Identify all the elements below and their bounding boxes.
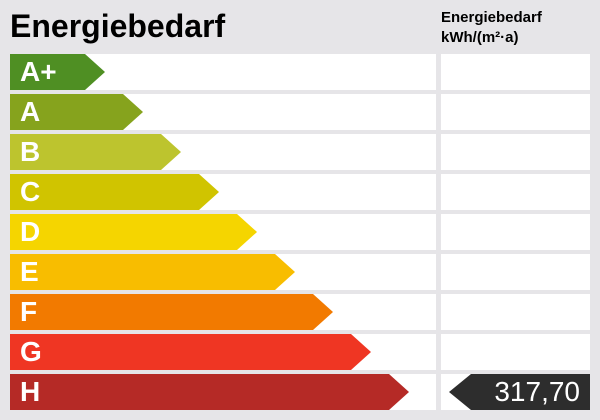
value-cell	[441, 294, 590, 330]
energy-scale: A+ A B C D E	[10, 54, 590, 414]
energy-class-label: A	[20, 96, 41, 127]
value-cell	[441, 134, 590, 170]
energy-class-band: G	[10, 334, 371, 370]
energy-class-band: A+	[10, 54, 105, 90]
energy-class-band: F	[10, 294, 333, 330]
energy-class-row: F	[10, 294, 590, 330]
energy-class-row: G	[10, 334, 590, 370]
current-value: 317,70	[494, 376, 580, 407]
energy-class-band: B	[10, 134, 181, 170]
energy-class-row: B	[10, 134, 590, 170]
energy-class-row: E	[10, 254, 590, 290]
energy-class-label: B	[20, 136, 41, 167]
page-title: Energiebedarf	[10, 8, 226, 44]
energy-class-label: H	[20, 376, 41, 407]
column-header: Energiebedarf kWh/(m²·a)	[441, 8, 542, 48]
energy-class-row: C	[10, 174, 590, 210]
column-header-line-1: Energiebedarf	[441, 9, 542, 26]
value-cell: 317,70	[441, 374, 590, 410]
energy-class-label: D	[20, 216, 41, 247]
energy-class-band: A	[10, 94, 143, 130]
current-value-marker: 317,70	[449, 374, 590, 410]
energy-class-label: E	[20, 256, 39, 287]
energy-class-row: A	[10, 94, 590, 130]
energy-class-label: C	[20, 176, 41, 207]
value-cell	[441, 54, 590, 90]
energy-class-band: E	[10, 254, 295, 290]
energy-class-label: G	[20, 336, 42, 367]
energy-class-label: F	[20, 296, 38, 327]
energy-class-band: H	[10, 374, 409, 410]
energy-class-band: D	[10, 214, 257, 250]
energy-class-row: D	[10, 214, 590, 250]
value-cell	[441, 174, 590, 210]
energy-class-label: A+	[20, 56, 57, 87]
energy-class-row: H 317,70	[10, 374, 590, 410]
value-cell	[441, 94, 590, 130]
energy-class-band: C	[10, 174, 219, 210]
energy-class-row: A+	[10, 54, 590, 90]
column-header-line-2: kWh/(m²·a)	[441, 29, 519, 46]
value-cell	[441, 254, 590, 290]
value-cell	[441, 214, 590, 250]
value-cell	[441, 334, 590, 370]
